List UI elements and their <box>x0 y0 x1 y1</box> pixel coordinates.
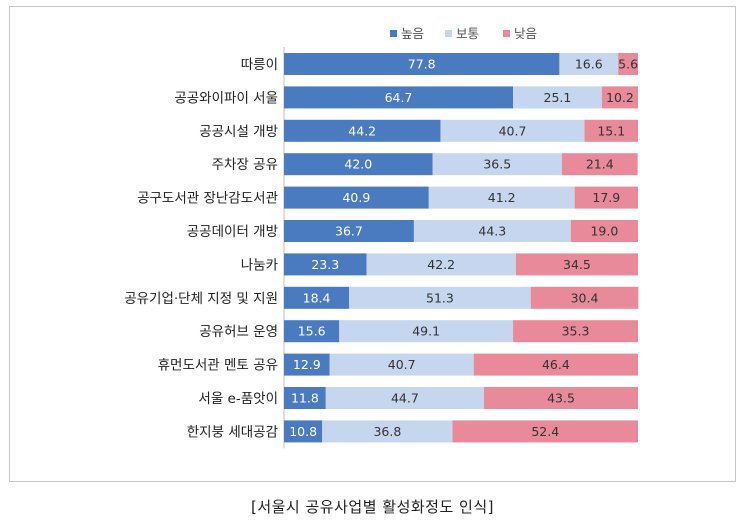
bar-segment-2 <box>413 220 571 242</box>
bar-segment-3 <box>618 53 638 75</box>
legend-swatch-1 <box>390 30 397 37</box>
bar-value-label: 18.4 <box>303 290 331 305</box>
bar-segment-2 <box>325 387 485 409</box>
bar-segment-1 <box>284 253 367 276</box>
bar-segment-2 <box>559 53 619 75</box>
bar-value-label: 64.7 <box>385 90 413 105</box>
category-label: 한지붕 세대공감 <box>187 424 278 440</box>
bar-value-label: 19.0 <box>590 224 618 239</box>
bar-value-label: 16.6 <box>575 57 603 72</box>
bar-value-label: 51.3 <box>426 290 454 305</box>
bar-value-label: 42.0 <box>344 157 372 172</box>
bar-value-label: 44.7 <box>391 391 419 406</box>
bar-value-label: 49.1 <box>412 324 440 339</box>
bar-segment-3 <box>513 320 638 343</box>
bar-segment-3 <box>515 253 638 276</box>
chart-caption: [서울시 공유사업별 활성화정도 인식] <box>250 498 494 516</box>
bar-segment-3 <box>530 286 639 309</box>
bar-value-label: 41.2 <box>488 190 516 205</box>
bar-value-label: 34.5 <box>563 257 591 272</box>
legend-label-3: 낮음 <box>514 26 537 41</box>
bar-value-label: 44.2 <box>348 123 376 138</box>
bar-segment-3 <box>570 220 638 242</box>
bar-value-label: 15.1 <box>597 123 625 138</box>
bar-value-label: 21.4 <box>586 157 614 172</box>
bar-value-label: 12.9 <box>293 357 321 372</box>
bar-segment-2 <box>432 153 562 176</box>
category-label: 주차장 공유 <box>212 157 278 173</box>
bar-segment-1 <box>284 119 441 142</box>
bar-value-label: 10.2 <box>606 90 634 105</box>
bar-value-label: 40.9 <box>342 190 370 205</box>
bar-segment-3 <box>473 353 638 376</box>
bar-value-label: 40.7 <box>388 357 416 372</box>
bar-segment-1 <box>284 387 326 409</box>
bar-segment-2 <box>349 286 531 309</box>
bar-segment-1 <box>284 153 433 176</box>
legend-label-1: 높음 <box>401 26 424 41</box>
bar-value-label: 5.6 <box>618 57 638 72</box>
bar-value-label: 36.7 <box>335 224 363 239</box>
bar-segment-1 <box>284 320 340 343</box>
category-label: 공공시설 개방 <box>199 124 278 140</box>
bar-segment-1 <box>284 186 429 209</box>
category-label: 공공와이파이 서울 <box>174 90 278 106</box>
bar-value-label: 36.5 <box>483 157 511 172</box>
bar-segment-2 <box>366 253 516 276</box>
bar-value-label: 43.5 <box>547 391 575 406</box>
legend-label-2: 보통 <box>456 26 479 41</box>
category-label: 따릉이 <box>241 57 278 73</box>
bar-segment-2 <box>428 186 575 209</box>
category-label: 공공데이터 개방 <box>187 224 278 240</box>
bar-value-label: 17.9 <box>592 190 620 205</box>
bar-segment-1 <box>284 420 323 443</box>
bar-segment-3 <box>574 186 638 209</box>
bar-segment-1 <box>284 86 514 109</box>
category-label: 공유허브 운영 <box>199 324 278 340</box>
bar-value-label: 44.3 <box>478 224 506 239</box>
category-label: 서울 e-품앗이 <box>198 391 278 407</box>
bar-segment-2 <box>440 119 585 142</box>
bar-value-label: 10.8 <box>289 424 317 439</box>
bar-value-label: 30.4 <box>571 290 599 305</box>
bar-value-label: 25.1 <box>544 90 572 105</box>
category-label: 휴먼도서관 멘토 공유 <box>158 358 278 374</box>
bar-value-label: 35.3 <box>562 324 590 339</box>
bar-value-label: 52.4 <box>531 424 559 439</box>
bar-segment-1 <box>284 286 350 309</box>
bar-segment-3 <box>601 86 638 109</box>
bar-segment-2 <box>329 353 474 376</box>
bar-value-label: 11.8 <box>291 391 319 406</box>
category-label: 공구도서관 장난감도서관 <box>137 191 278 207</box>
bar-value-label: 36.8 <box>373 424 401 439</box>
bar-segment-2 <box>322 420 453 443</box>
bar-value-label: 23.3 <box>311 257 339 272</box>
bar-segment-3 <box>484 387 638 409</box>
bar-segment-3 <box>561 153 638 176</box>
bar-segment-1 <box>284 220 414 242</box>
bar-segment-3 <box>452 420 638 443</box>
bar-segment-3 <box>584 119 638 142</box>
category-label: 공유기업·단체 지정 및 지원 <box>124 291 278 307</box>
bar-segment-2 <box>513 86 602 109</box>
bar-segment-1 <box>284 353 330 376</box>
bar-segment-1 <box>284 53 560 75</box>
bar-value-label: 77.8 <box>408 57 436 72</box>
legend-swatch-3 <box>503 30 510 37</box>
bar-segment-2 <box>339 320 514 343</box>
bar-value-label: 15.6 <box>298 324 326 339</box>
category-label: 나눔카 <box>241 257 278 273</box>
bar-value-label: 40.7 <box>499 123 527 138</box>
bar-value-label: 46.4 <box>542 357 570 372</box>
bar-value-label: 42.2 <box>427 257 455 272</box>
legend-swatch-2 <box>445 30 452 37</box>
